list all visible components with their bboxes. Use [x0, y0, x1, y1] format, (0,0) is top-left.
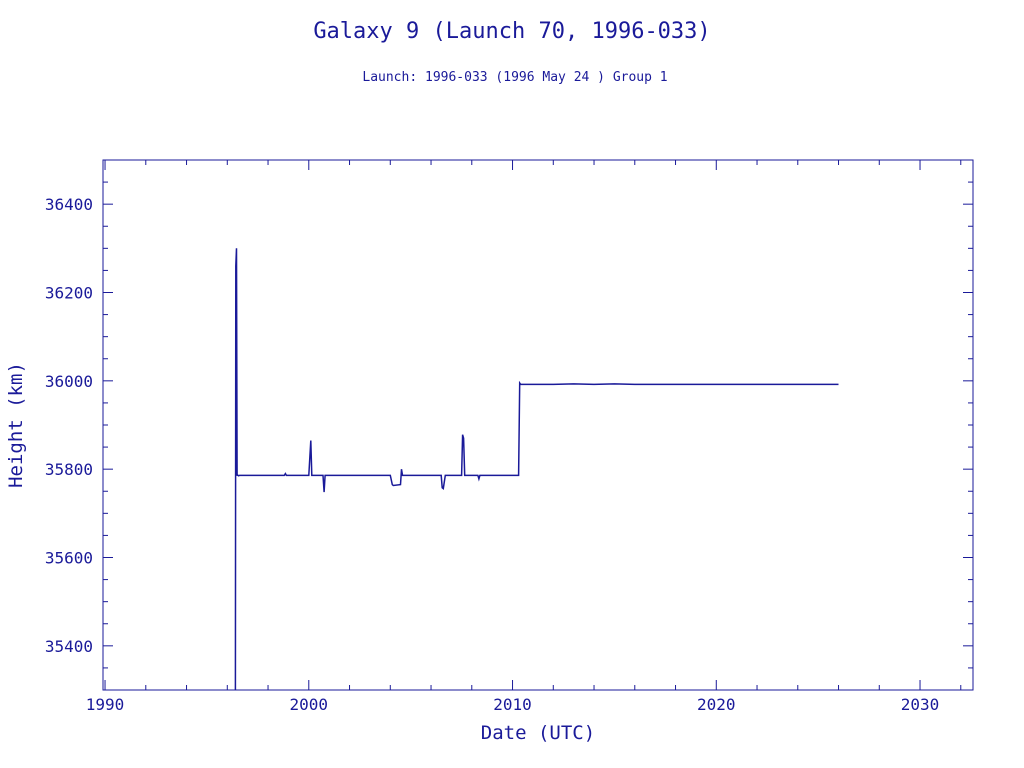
x-tick-label: 2020 [697, 695, 736, 714]
y-axis: 35400 35600 35800 36000 36200 36400 [45, 159, 973, 691]
y-tick-label: 36000 [45, 372, 93, 391]
y-tick-label: 35400 [45, 637, 93, 656]
x-axis: 1990 2000 2010 2020 2030 [86, 160, 962, 714]
y-axis-label: Height (km) [5, 362, 27, 488]
x-tick-label: 2030 [901, 695, 940, 714]
y-tick-label: 36200 [45, 284, 93, 303]
chart-title: Galaxy 9 (Launch 70, 1996-033) [313, 19, 710, 44]
x-tick-label: 2010 [493, 695, 532, 714]
x-axis-label: Date (UTC) [481, 722, 595, 744]
y-tick-label: 35600 [45, 549, 93, 568]
plot-frame [102, 159, 974, 691]
chart-subtitle: Launch: 1996-033 (1996 May 24 ) Group 1 [362, 70, 667, 85]
height-series-line [234, 248, 839, 691]
y-tick-label: 36400 [45, 195, 93, 214]
x-tick-label: 1990 [86, 695, 125, 714]
y-tick-label: 35800 [45, 460, 93, 479]
x-tick-label: 2000 [290, 695, 329, 714]
